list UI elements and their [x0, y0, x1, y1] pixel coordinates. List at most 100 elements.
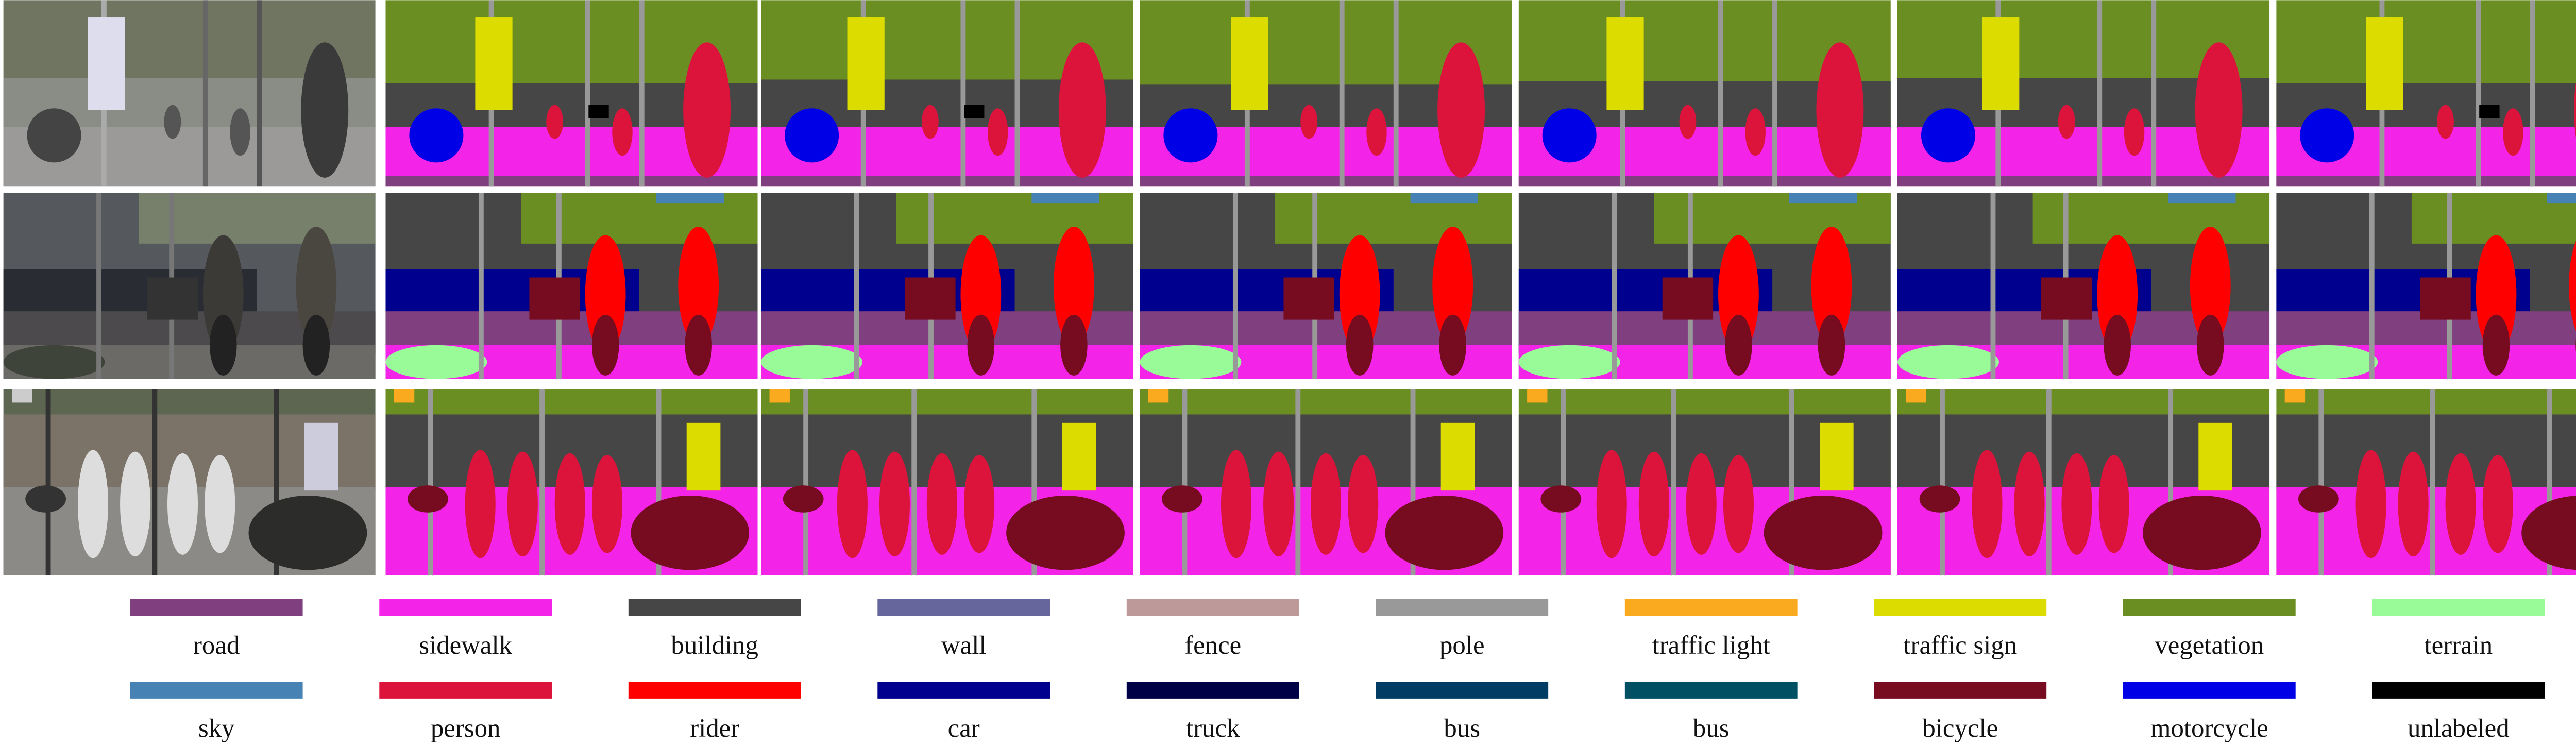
legend-swatch — [2123, 599, 2296, 616]
traffic-light — [1906, 389, 1926, 403]
bicycle — [1818, 314, 1845, 376]
vehicle — [2300, 108, 2354, 163]
legend-swatch — [1126, 599, 1299, 616]
legend-label: traffic sign — [1903, 631, 2017, 660]
rider — [585, 235, 626, 354]
segmentation-map — [761, 389, 1133, 575]
input-image — [3, 0, 376, 186]
unlabeled — [588, 105, 609, 118]
legend-swatch — [1874, 599, 2047, 616]
person — [2058, 105, 2075, 139]
person — [987, 108, 1008, 156]
pole — [585, 0, 590, 186]
vehicle — [1921, 108, 1975, 163]
bicycle — [591, 314, 619, 376]
person — [2014, 451, 2045, 557]
person — [2061, 453, 2092, 555]
sky — [656, 193, 724, 204]
bicycle — [1662, 277, 1714, 320]
rider — [2190, 227, 2231, 345]
legend-swatch — [130, 682, 303, 699]
legend-swatch — [1376, 682, 1549, 699]
input-image — [3, 389, 376, 575]
person — [2195, 42, 2243, 178]
bicycle — [1919, 485, 1960, 513]
person — [2445, 453, 2476, 555]
pole — [257, 0, 262, 186]
pole — [639, 0, 645, 186]
legend-swatch — [379, 599, 552, 616]
sign — [686, 422, 721, 491]
rider — [2097, 235, 2138, 354]
legend-label: motorcycle — [2150, 714, 2268, 743]
bicycle — [1439, 314, 1466, 376]
person — [2574, 82, 2576, 138]
pole — [2430, 389, 2435, 575]
segmentation-map — [1518, 389, 1891, 575]
sign — [88, 17, 125, 110]
segmentation-map — [2276, 389, 2576, 575]
pole — [2318, 389, 2324, 575]
pole — [1232, 193, 1238, 379]
pole — [2547, 389, 2552, 575]
person — [164, 105, 181, 139]
bicycle — [529, 277, 580, 320]
vehicle — [785, 108, 839, 163]
legend-label: bus — [1444, 714, 1480, 743]
pole — [2530, 0, 2535, 186]
rider — [1054, 227, 1094, 345]
traffic-light — [769, 389, 790, 403]
pole — [1772, 0, 1777, 186]
traffic-light — [2284, 389, 2306, 403]
vehicle — [27, 108, 81, 163]
terrain — [761, 345, 863, 379]
sky — [1789, 193, 1857, 204]
segmentation-map — [1897, 389, 2270, 575]
pole — [2476, 0, 2481, 186]
terrain — [3, 345, 105, 379]
person — [1310, 453, 1342, 555]
vehicle — [1163, 108, 1218, 163]
bicycle — [1346, 314, 1374, 376]
person — [2437, 105, 2454, 139]
rider — [296, 227, 337, 345]
legend-swatch — [2372, 682, 2545, 699]
legend-swatch — [2372, 599, 2545, 616]
pole — [656, 389, 662, 575]
bicycle — [2104, 314, 2131, 376]
bicycle — [685, 314, 712, 376]
legend-label: rider — [690, 714, 739, 743]
sky — [2168, 193, 2236, 204]
pole — [1612, 193, 1617, 379]
person — [1596, 450, 1627, 558]
bicycle — [967, 314, 995, 376]
pole — [1295, 389, 1301, 575]
traffic-light — [1148, 389, 1169, 403]
person — [1300, 105, 1318, 139]
legend-label: person — [431, 714, 501, 743]
person — [1723, 455, 1754, 553]
pole — [2097, 0, 2103, 186]
person — [205, 455, 235, 553]
traffic-light — [1527, 389, 1548, 403]
pole — [96, 193, 101, 379]
bicycle — [905, 277, 956, 320]
sign — [2198, 422, 2232, 491]
legend-label: bicycle — [1922, 714, 1998, 743]
sign — [847, 17, 885, 110]
segmentation-map — [1518, 193, 1891, 379]
legend-label: sidewalk — [419, 631, 512, 660]
legend-label: terrain — [2424, 631, 2493, 660]
pole — [202, 0, 208, 186]
segmentation-map — [385, 193, 758, 379]
segmentation-map — [761, 193, 1133, 379]
bicycle — [1764, 495, 1883, 570]
legend-label: vegetation — [2155, 631, 2264, 660]
pole — [1940, 389, 1945, 575]
bicycle — [2197, 314, 2224, 376]
person — [546, 105, 564, 139]
bicycle — [2041, 277, 2092, 320]
rider — [2476, 235, 2517, 354]
legend-swatch — [877, 599, 1050, 616]
